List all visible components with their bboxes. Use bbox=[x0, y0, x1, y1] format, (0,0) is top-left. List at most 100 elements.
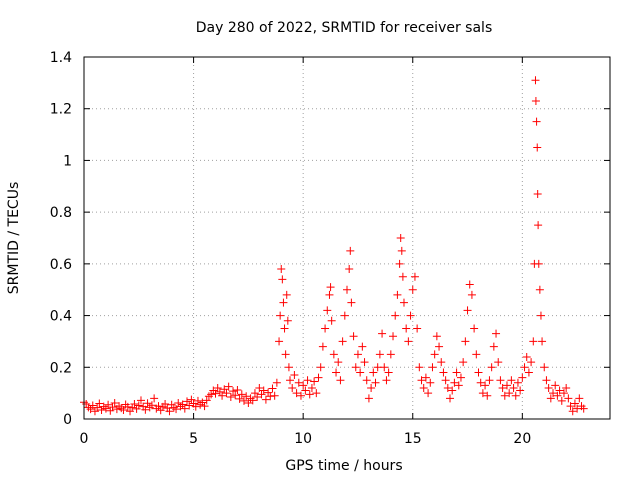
data-points bbox=[80, 76, 588, 416]
data-point bbox=[566, 402, 575, 411]
data-point bbox=[310, 377, 319, 386]
data-point bbox=[307, 383, 316, 392]
data-point bbox=[467, 290, 476, 299]
data-point bbox=[393, 290, 402, 299]
data-point bbox=[282, 290, 291, 299]
data-point bbox=[202, 396, 211, 405]
data-point bbox=[369, 368, 378, 377]
data-point bbox=[516, 386, 525, 395]
grid-lines bbox=[84, 57, 610, 419]
data-point bbox=[494, 358, 503, 367]
x-tick-label: 20 bbox=[513, 431, 531, 447]
data-point bbox=[86, 405, 95, 414]
data-point bbox=[340, 311, 349, 320]
data-point bbox=[130, 400, 139, 409]
data-point bbox=[110, 398, 119, 407]
data-point bbox=[318, 342, 327, 351]
data-point bbox=[398, 272, 407, 281]
y-tick-label: 0.4 bbox=[50, 309, 72, 325]
data-point bbox=[465, 280, 474, 289]
data-point bbox=[430, 350, 439, 359]
data-point bbox=[136, 396, 145, 405]
data-point bbox=[487, 363, 496, 372]
data-point bbox=[347, 298, 356, 307]
data-point bbox=[463, 306, 472, 315]
data-point bbox=[338, 337, 347, 346]
data-point bbox=[531, 96, 540, 105]
data-point bbox=[108, 403, 117, 412]
data-point bbox=[546, 394, 555, 403]
y-tick-label: 0 bbox=[63, 412, 72, 428]
data-point bbox=[323, 306, 332, 315]
data-point bbox=[275, 337, 284, 346]
data-point bbox=[570, 399, 579, 408]
data-point bbox=[399, 298, 408, 307]
data-point bbox=[470, 324, 479, 333]
data-point bbox=[281, 350, 290, 359]
data-point bbox=[424, 389, 433, 398]
data-point bbox=[280, 324, 289, 333]
data-point bbox=[375, 350, 384, 359]
x-axis-label: GPS time / hours bbox=[285, 458, 402, 474]
data-point bbox=[389, 332, 398, 341]
data-point bbox=[395, 259, 404, 268]
data-point bbox=[231, 391, 240, 400]
data-point bbox=[579, 404, 588, 413]
data-point bbox=[362, 376, 371, 385]
data-point bbox=[509, 383, 518, 392]
data-point bbox=[421, 373, 430, 382]
data-point bbox=[106, 406, 115, 415]
data-point bbox=[496, 376, 505, 385]
data-point bbox=[406, 311, 415, 320]
data-point bbox=[93, 403, 102, 412]
data-point bbox=[266, 392, 275, 401]
data-point bbox=[314, 373, 323, 382]
data-point bbox=[327, 316, 336, 325]
data-point bbox=[472, 350, 481, 359]
data-point bbox=[559, 389, 568, 398]
data-point bbox=[185, 401, 194, 410]
data-point bbox=[397, 246, 406, 255]
data-point bbox=[402, 324, 411, 333]
data-point bbox=[303, 376, 312, 385]
y-tick-label: 1 bbox=[63, 153, 72, 169]
data-point bbox=[492, 329, 501, 338]
data-point bbox=[396, 234, 405, 242]
data-point bbox=[141, 405, 150, 414]
data-point bbox=[187, 395, 196, 404]
data-point bbox=[244, 398, 253, 407]
data-point bbox=[207, 390, 216, 399]
data-point bbox=[305, 390, 314, 399]
y-tick-label: 0.2 bbox=[50, 360, 72, 376]
data-point bbox=[183, 397, 192, 406]
data-point bbox=[316, 363, 325, 372]
data-point bbox=[542, 376, 551, 385]
y-axis-label: SRMTID / TECUs bbox=[6, 182, 22, 295]
data-point bbox=[544, 383, 553, 392]
data-point bbox=[261, 395, 270, 404]
data-point bbox=[551, 381, 560, 390]
data-point bbox=[511, 391, 520, 400]
data-point bbox=[84, 403, 93, 412]
data-point bbox=[404, 337, 413, 346]
plot-frame bbox=[83, 56, 611, 420]
data-point bbox=[382, 376, 391, 385]
y-tick-label: 0.6 bbox=[50, 257, 72, 273]
data-point bbox=[439, 368, 448, 377]
data-point bbox=[248, 396, 257, 405]
data-point bbox=[312, 389, 321, 398]
data-point bbox=[165, 407, 174, 416]
data-point bbox=[540, 363, 549, 372]
data-point bbox=[321, 324, 330, 333]
data-point bbox=[568, 407, 577, 416]
data-point bbox=[150, 394, 159, 403]
data-point bbox=[505, 389, 514, 398]
data-point bbox=[143, 399, 152, 408]
data-point bbox=[259, 386, 268, 395]
data-point bbox=[441, 376, 450, 385]
data-point bbox=[450, 378, 459, 387]
data-point bbox=[123, 402, 132, 411]
data-point bbox=[534, 259, 543, 268]
data-point bbox=[156, 406, 165, 415]
data-point bbox=[417, 376, 426, 385]
